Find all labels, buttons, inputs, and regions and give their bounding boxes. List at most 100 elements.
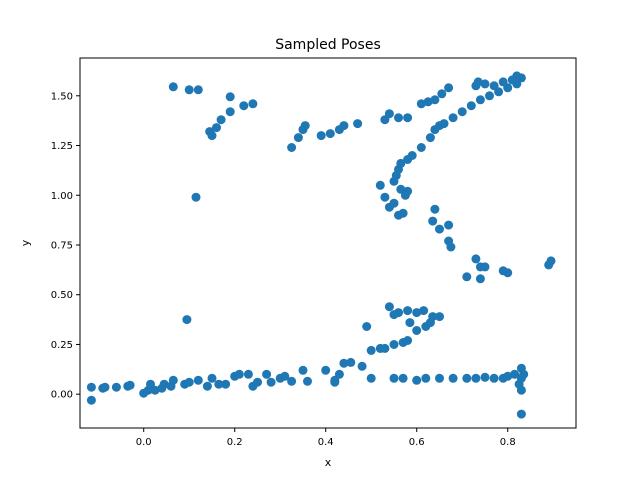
data-point [490,81,499,90]
data-point [385,302,394,311]
x-axis-label: x [325,456,332,469]
data-point [287,143,296,152]
x-tick-label: 0.0 [136,437,152,448]
data-point [430,205,439,214]
data-point [353,119,362,128]
x-tick-label: 0.2 [227,437,243,448]
data-point [326,129,335,138]
data-point [194,376,203,385]
data-point [428,217,437,226]
data-point [390,340,399,349]
data-point [471,254,480,263]
data-point [405,318,414,327]
data-point [462,374,471,383]
data-point [399,209,408,218]
data-point [208,131,217,140]
data-point [547,256,556,265]
y-tick-label: 0.25 [51,340,73,351]
y-axis-label: y [19,239,32,246]
data-point [476,95,485,104]
data-point [294,133,303,142]
data-point [435,374,444,383]
data-point [358,362,367,371]
data-point [126,381,135,390]
data-point [403,336,412,345]
data-point [476,274,485,283]
data-point [244,370,253,379]
data-point [428,312,437,321]
data-point [87,383,96,392]
data-point [467,101,476,110]
data-point [367,346,376,355]
data-point [367,374,376,383]
y-tick-label: 0.00 [51,390,73,401]
data-point [481,373,490,382]
data-point [394,308,403,317]
x-tick-label: 0.8 [500,437,516,448]
y-tick-label: 1.25 [51,141,73,152]
y-tick-label: 1.50 [51,91,73,102]
data-point [449,374,458,383]
x-tick-label: 0.6 [409,437,425,448]
data-point [346,358,355,367]
data-point [239,101,248,110]
data-point [421,374,430,383]
data-point [380,344,389,353]
data-point [481,262,490,271]
y-tick-label: 0.75 [51,240,73,251]
data-point [376,181,385,190]
data-point [287,377,296,386]
data-point [87,396,96,405]
data-point [112,383,121,392]
data-point [301,121,310,130]
data-point [399,374,408,383]
data-point [212,123,221,132]
data-point [437,89,446,98]
data-point [408,151,417,160]
data-point [471,81,480,90]
data-point [390,199,399,208]
data-point [449,113,458,122]
data-point [203,382,212,391]
data-point [458,107,467,116]
data-point [194,85,203,94]
data-point [430,95,439,104]
data-point [490,374,499,383]
data-point [253,378,262,387]
data-point [362,322,371,331]
data-point [412,326,421,335]
data-point [267,378,276,387]
data-point [503,268,512,277]
data-point [499,77,508,86]
data-point [335,370,344,379]
data-point [182,315,191,324]
y-tick-label: 0.50 [51,290,73,301]
data-point [303,377,312,386]
data-point [192,193,201,202]
data-point [235,370,244,379]
data-point [226,107,235,116]
data-point [221,380,230,389]
data-point [317,131,326,140]
data-point [330,378,339,387]
data-point [517,386,526,395]
data-point [385,109,394,118]
data-point [440,119,449,128]
data-point [321,366,330,375]
data-point [226,92,235,101]
data-point [435,225,444,234]
data-point [248,99,257,108]
data-point [390,374,399,383]
data-point [426,133,435,142]
data-point [169,376,178,385]
data-point [471,374,480,383]
data-point [412,376,421,385]
data-point [444,83,453,92]
data-point [417,143,426,152]
data-point [462,272,471,281]
data-point [101,383,110,392]
chart-title: Sampled Poses [275,37,381,53]
data-point [517,410,526,419]
